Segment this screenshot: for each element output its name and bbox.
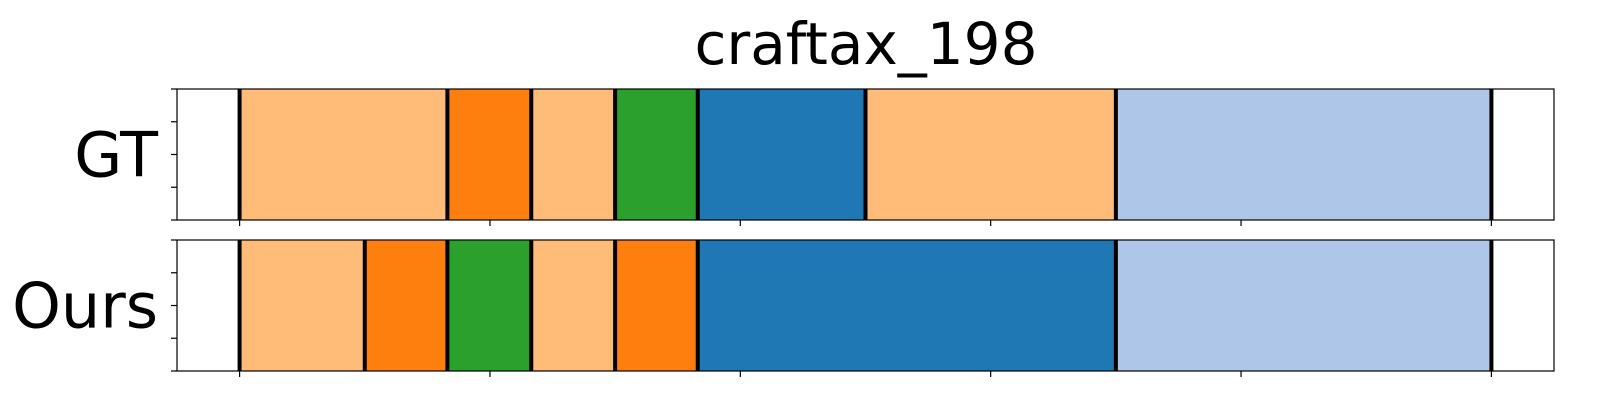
segment-ours-5: [615, 240, 698, 371]
segment-gt-4: [615, 89, 698, 220]
row-label-ours: Ours: [12, 270, 158, 343]
row-ours: Ours: [12, 239, 1555, 377]
segment-ours-4: [531, 240, 616, 371]
segment-gt-8: [1491, 89, 1554, 220]
segment-ours-6: [697, 240, 1116, 371]
segment-gt-5: [697, 89, 866, 220]
segment-gt-3: [531, 89, 616, 220]
chart-title: craftax_198: [695, 10, 1038, 78]
segment-gt-2: [447, 89, 532, 220]
segment-gt-1: [239, 89, 448, 220]
rows-layer: GT Ours: [12, 88, 1555, 377]
row-label-gt: GT: [74, 119, 159, 192]
segment-ours-2: [364, 240, 448, 371]
segment-ours-8: [1491, 240, 1554, 371]
row-gt: GT: [74, 88, 1555, 226]
segment-ours-0: [177, 240, 240, 371]
segment-ours-7: [1115, 240, 1492, 371]
segment-ours-3: [447, 240, 532, 371]
segment-gt-0: [177, 89, 240, 220]
segment-ours-1: [239, 240, 365, 371]
segment-gt-6: [865, 89, 1116, 220]
segment-gt-7: [1115, 89, 1492, 220]
